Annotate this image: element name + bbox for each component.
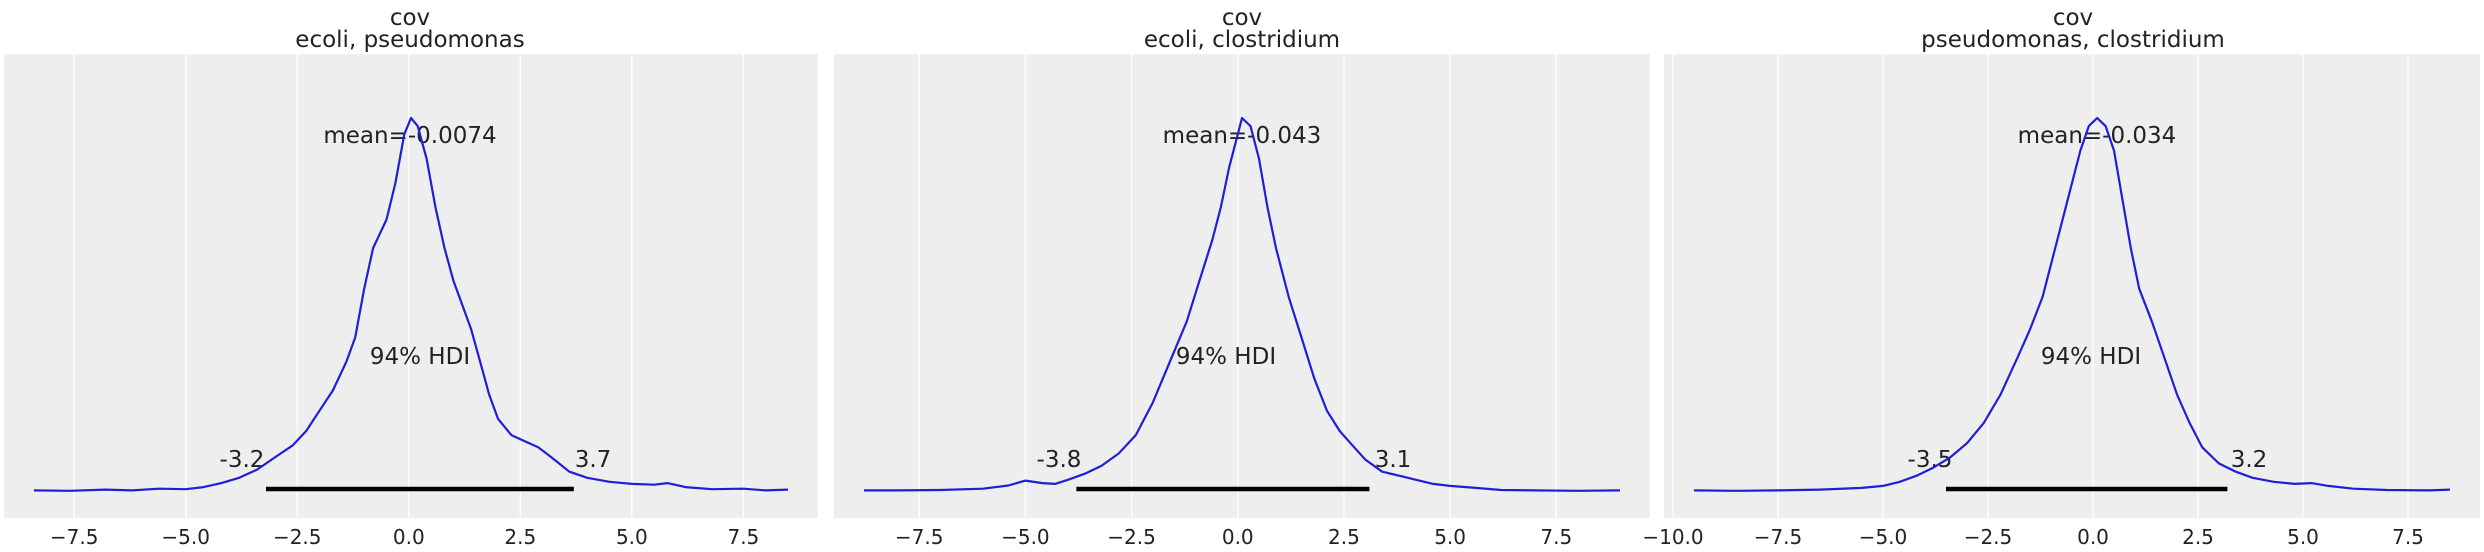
panel-2-subtitle: ecoli, clostridium (1144, 27, 1340, 53)
panel-3-xtick-label: −5.0 (1859, 525, 1908, 549)
panel-3-xtick-label: 5.0 (2287, 525, 2319, 549)
panel-3-subtitle: pseudomonas, clostridium (1921, 27, 2225, 53)
panel-3-xtick-label: −10.0 (1642, 525, 1703, 549)
panel-2-density-curve (864, 116, 1621, 492)
panel-2-xtick-label: −5.0 (1001, 525, 1050, 549)
panel-3-xtick-label: 7.5 (2392, 525, 2424, 549)
panel-3-xtick-label: 0.0 (2077, 525, 2109, 549)
panel-2-xtick-label: −7.5 (895, 525, 944, 549)
panel-1: cov ecoli, pseudomonas mean=-0.0074 94% … (4, 5, 818, 549)
panel-3-title: cov (2053, 5, 2093, 31)
panel-3-mean-label: mean=-0.034 (2018, 123, 2177, 149)
panel-2-mean-label: mean=-0.043 (1163, 123, 1322, 149)
panel-1-xtick-label: −5.0 (161, 525, 210, 549)
panel-3-hdi-label: 94% HDI (2041, 344, 2141, 370)
panel-2: cov ecoli, clostridium mean=-0.043 94% H… (834, 5, 1650, 549)
panel-2-xtick-label: 2.5 (1328, 525, 1360, 549)
panel-3-xtick-label: 2.5 (2182, 525, 2214, 549)
panel-1-xtick-label: 2.5 (504, 525, 536, 549)
panel-2-xtick-label: −2.5 (1107, 525, 1156, 549)
panel-1-plot-area (4, 54, 818, 518)
panel-2-title: cov (1222, 5, 1262, 31)
panel-1-xtick-label: −2.5 (273, 525, 322, 549)
panel-2-hdi-low-label: -3.8 (1037, 447, 1082, 473)
panel-3-xtick-label: −2.5 (1964, 525, 2013, 549)
panel-2-hdi-label: 94% HDI (1176, 344, 1276, 370)
panel-1-hdi-high-label: 3.7 (575, 447, 612, 473)
panel-1-subtitle: ecoli, pseudomonas (295, 27, 524, 53)
panel-1-xtick-label: 5.0 (616, 525, 648, 549)
panel-1-mean-label: mean=-0.0074 (323, 123, 496, 149)
panel-2-hdi-high-label: 3.1 (1375, 447, 1412, 473)
panel-2-plot-area (834, 54, 1650, 518)
panel-1-title: cov (390, 5, 430, 31)
panel-3-plot-area (1664, 54, 2480, 518)
panel-1-xtick-label: 0.0 (393, 525, 425, 549)
panel-3-density-curve (1693, 116, 2451, 492)
panel-1-hdi-label: 94% HDI (370, 344, 470, 370)
panel-3: cov pseudomonas, clostridium mean=-0.034… (1642, 5, 2480, 549)
panel-3-hdi-high-label: 3.2 (2231, 447, 2268, 473)
panel-1-density-curve (33, 116, 789, 492)
panel-2-xtick-label: 7.5 (1540, 525, 1572, 549)
panel-1-xtick-label: −7.5 (50, 525, 99, 549)
panel-1-xtick-label: 7.5 (727, 525, 759, 549)
panel-2-xtick-label: 5.0 (1434, 525, 1466, 549)
panel-2-xtick-label: 0.0 (1222, 525, 1254, 549)
panel-3-xtick-label: −7.5 (1754, 525, 1803, 549)
